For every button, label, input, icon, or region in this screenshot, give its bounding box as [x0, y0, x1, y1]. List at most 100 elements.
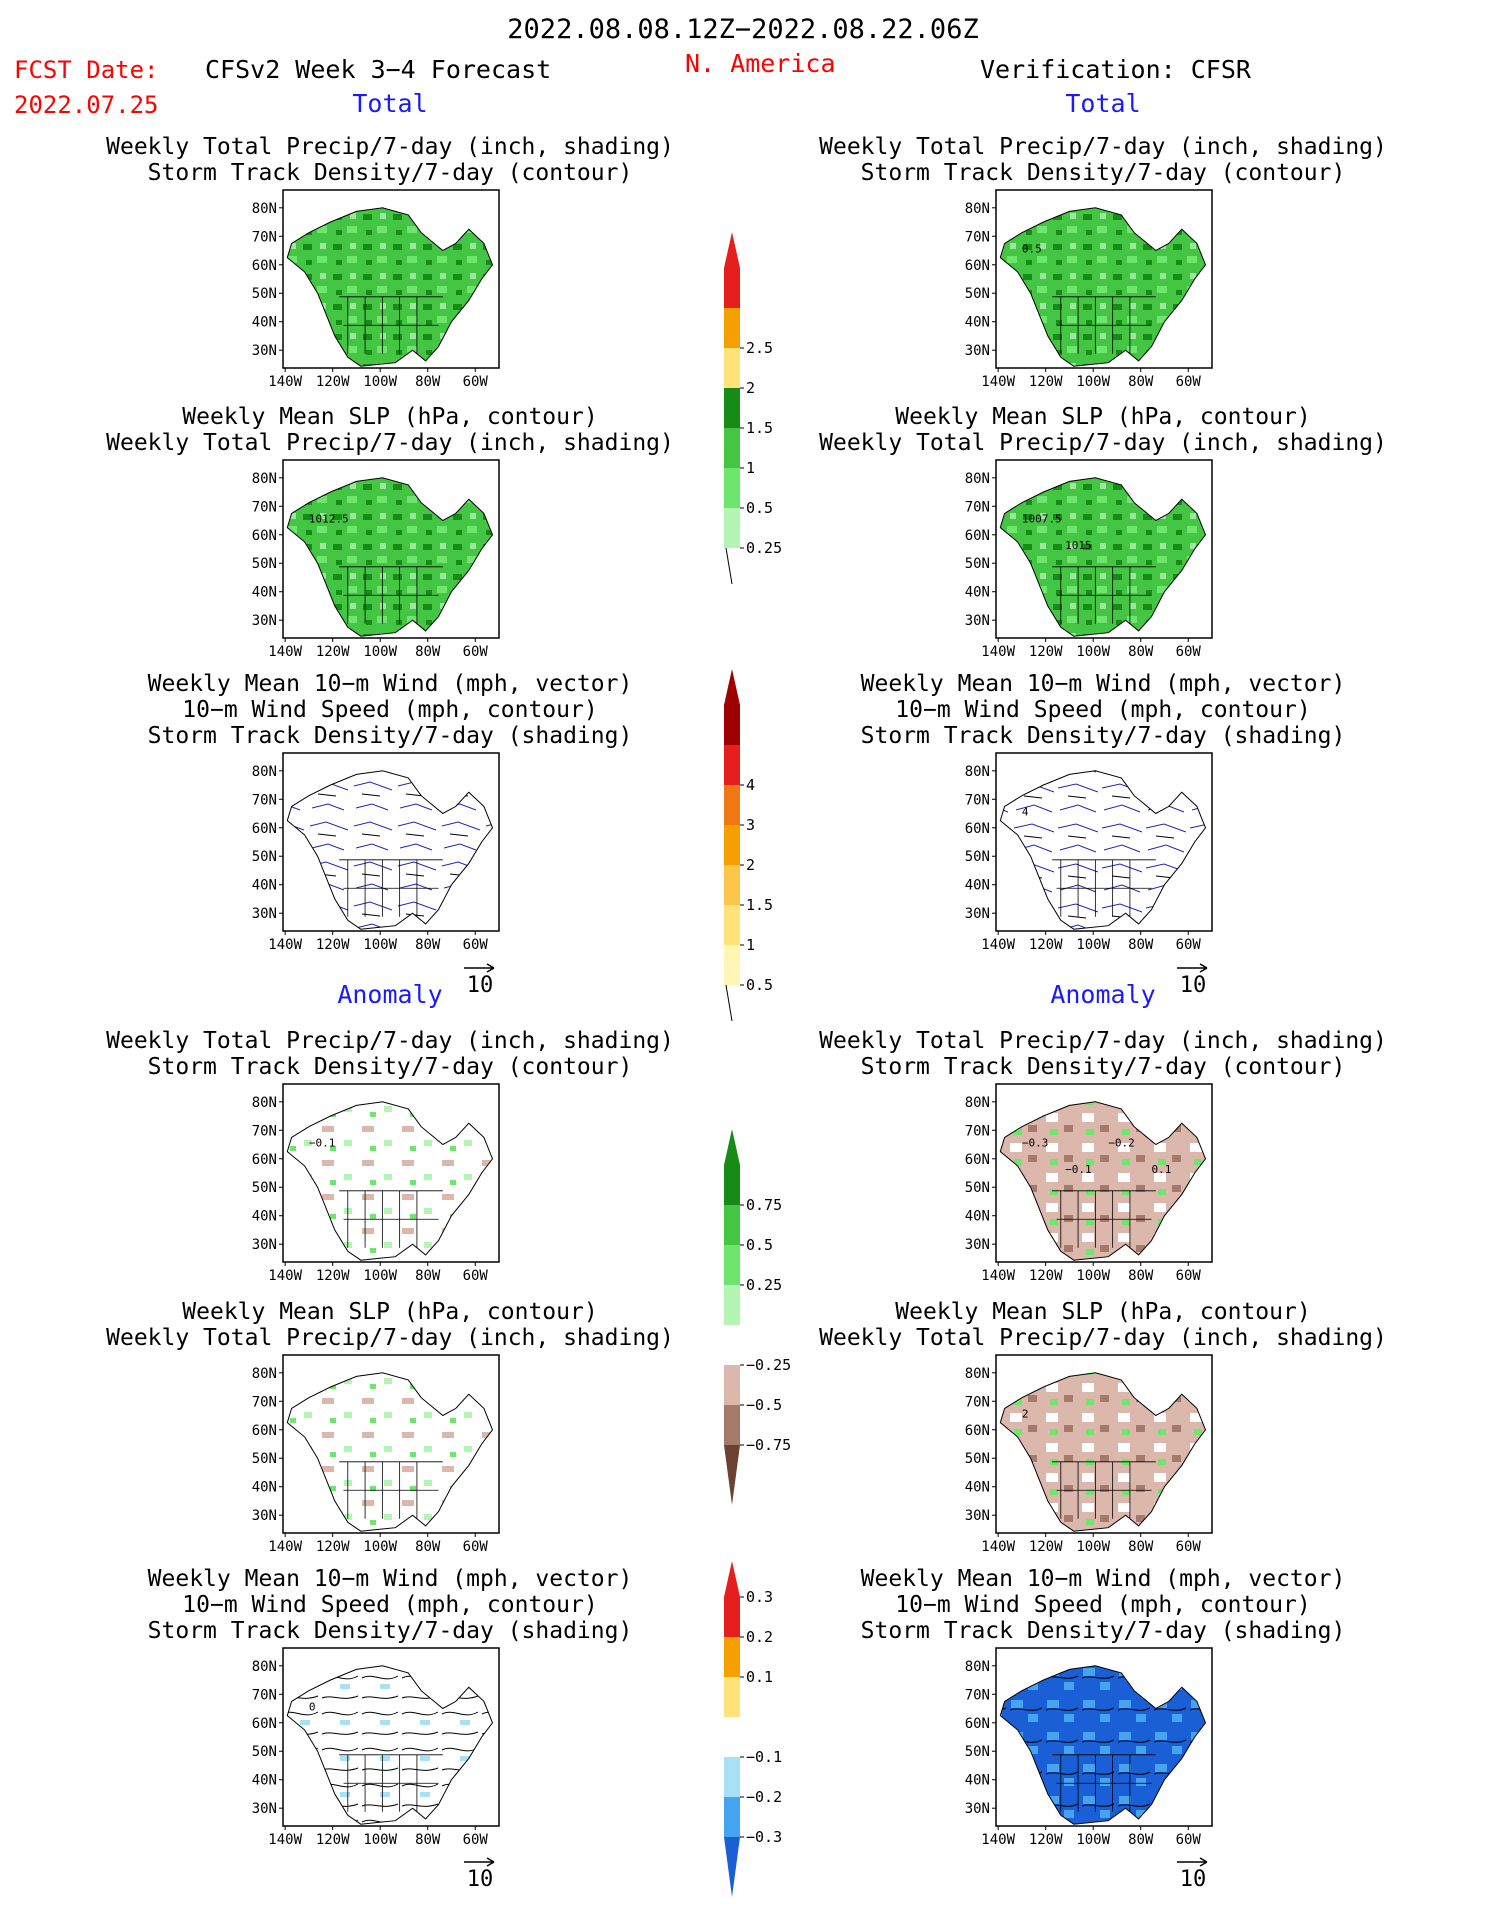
lat-tick-label: 60N: [252, 528, 277, 544]
lon-tick-label: 100W: [363, 937, 397, 953]
state-boundaries: [339, 859, 443, 917]
panel-title-line: Storm Track Density/7-day (contour): [148, 160, 633, 186]
lat-tick-label: 30N: [965, 343, 990, 359]
lon-tick-label: 100W: [363, 1539, 397, 1555]
map-land-shading: [286, 1372, 494, 1532]
lon-tick-label: 80W: [415, 644, 441, 660]
lat-tick-label: 70N: [252, 1394, 277, 1410]
state-boundaries: [1052, 1190, 1156, 1248]
map-land-shading: [286, 770, 494, 930]
colorbar-segment: [724, 388, 740, 428]
lon-tick-label: 60W: [1176, 1832, 1202, 1848]
lon-tick-label: 100W: [1076, 1539, 1110, 1555]
forecast-title: CFSv2 Week 3−4 Forecast: [205, 55, 551, 84]
panel-title-line: Weekly Mean 10−m Wind (mph, vector): [148, 1566, 633, 1592]
lon-tick-label: 140W: [981, 374, 1015, 390]
lon-tick-label: 140W: [268, 1539, 302, 1555]
lat-tick-label: 60N: [965, 1716, 990, 1732]
state-boundaries: [339, 1190, 443, 1248]
colorbar-segment: [724, 1637, 740, 1677]
panel-title-line: Weekly Mean 10−m Wind (mph, vector): [861, 671, 1346, 697]
map-frame: [995, 1647, 1213, 1827]
lon-tick-label: 80W: [1128, 1268, 1154, 1284]
vector-reference-label: 10: [1180, 973, 1207, 998]
lat-tick-label: 40N: [252, 878, 277, 894]
map-panel: Weekly Total Precip/7-day (inch, shading…: [819, 134, 1387, 390]
colorbar-segment: [724, 1797, 740, 1837]
lon-tick-label: 120W: [1029, 644, 1063, 660]
state-boundaries: [1052, 566, 1156, 624]
colorbar-segment: [724, 825, 740, 865]
lon-tick-label: 100W: [363, 1268, 397, 1284]
map-land-shading: [999, 1101, 1207, 1261]
lat-tick-label: 60N: [965, 821, 990, 837]
verification-label: Verification: CFSR: [980, 55, 1252, 84]
lon-tick-label: 140W: [268, 937, 302, 953]
panel-title-line: Storm Track Density/7-day (contour): [861, 160, 1346, 186]
map-panel: Weekly Mean SLP (hPa, contour)Weekly Tot…: [819, 404, 1387, 660]
colorbar-segment: [724, 348, 740, 388]
lat-tick-label: 80N: [252, 201, 277, 217]
lon-tick-label: 60W: [463, 1832, 489, 1848]
colorbar-segment: [724, 705, 740, 745]
contour-label: −0.3: [1022, 1136, 1048, 1149]
lon-tick-label: 60W: [463, 374, 489, 390]
map-land-shading: [286, 207, 494, 367]
lat-tick-label: 80N: [965, 764, 990, 780]
lat-tick-label: 30N: [252, 613, 277, 629]
panel-title-line: 10−m Wind Speed (mph, contour): [182, 697, 597, 723]
lon-tick-label: 100W: [1076, 644, 1110, 660]
lon-tick-label: 100W: [1076, 374, 1110, 390]
lat-tick-label: 30N: [965, 906, 990, 922]
colorbar-tick-label: −0.3: [746, 1828, 782, 1846]
contour-label: 1012.5: [309, 512, 349, 525]
lat-tick-label: 70N: [252, 229, 277, 245]
section-anomaly-left: Anomaly: [337, 980, 442, 1009]
lat-tick-label: 40N: [965, 878, 990, 894]
map-panel: Weekly Mean SLP (hPa, contour)Weekly Tot…: [819, 1299, 1387, 1555]
colorbar-tick-label: −0.75: [746, 1436, 791, 1454]
lat-tick-label: 80N: [252, 1366, 277, 1382]
panel-title-line: Storm Track Density/7-day (shading): [148, 723, 633, 749]
lon-tick-label: 140W: [268, 374, 302, 390]
lon-tick-label: 120W: [316, 1832, 350, 1848]
panel-title-line: Weekly Total Precip/7-day (inch, shading…: [819, 134, 1387, 160]
lon-tick-label: 140W: [981, 1539, 1015, 1555]
panel-title-line: 10−m Wind Speed (mph, contour): [895, 697, 1310, 723]
lat-tick-label: 70N: [965, 792, 990, 808]
lon-tick-label: 120W: [316, 644, 350, 660]
vector-reference-row2-left: 10: [464, 963, 495, 998]
lon-tick-label: 60W: [463, 644, 489, 660]
section-total-left: Total: [352, 89, 427, 118]
panel-title-line: Storm Track Density/7-day (contour): [861, 1054, 1346, 1080]
map-land-shading: [999, 1372, 1207, 1532]
panel-title-line: Weekly Mean SLP (hPa, contour): [895, 1299, 1310, 1325]
lat-tick-label: 30N: [965, 613, 990, 629]
lat-tick-label: 50N: [252, 556, 277, 572]
lat-tick-label: 30N: [965, 1508, 990, 1524]
colorbar-tick-label: 0.5: [746, 499, 773, 517]
lat-tick-label: 50N: [252, 849, 277, 865]
panel-title-line: Weekly Mean SLP (hPa, contour): [182, 404, 597, 430]
map-panel: Weekly Mean 10−m Wind (mph, vector)10−m …: [861, 1566, 1346, 1848]
contour-label: −0.1: [309, 1136, 336, 1149]
lat-tick-label: 70N: [252, 1687, 277, 1703]
vector-reference-label: 10: [1180, 1867, 1207, 1892]
lat-tick-label: 60N: [965, 1152, 990, 1168]
map-panel: Weekly Mean 10−m Wind (mph, vector)10−m …: [861, 671, 1346, 953]
colorbar-segment: [724, 1597, 740, 1637]
lon-tick-label: 80W: [415, 1539, 441, 1555]
colorbar-segment: [724, 1205, 740, 1245]
lon-tick-label: 120W: [1029, 1268, 1063, 1284]
colorbar-tick-label: 1: [746, 459, 755, 477]
lat-tick-label: 40N: [252, 1209, 277, 1225]
lon-tick-label: 140W: [981, 937, 1015, 953]
panel-title-line: Storm Track Density/7-day (shading): [148, 1618, 633, 1644]
panel-title-line: 10−m Wind Speed (mph, contour): [182, 1592, 597, 1618]
lon-tick-label: 140W: [268, 644, 302, 660]
lat-tick-label: 30N: [965, 1801, 990, 1817]
lat-tick-label: 40N: [965, 1480, 990, 1496]
colorbar-tick-label: 0.2: [746, 1628, 773, 1646]
lon-tick-label: 120W: [1029, 937, 1063, 953]
lon-tick-label: 80W: [1128, 644, 1154, 660]
